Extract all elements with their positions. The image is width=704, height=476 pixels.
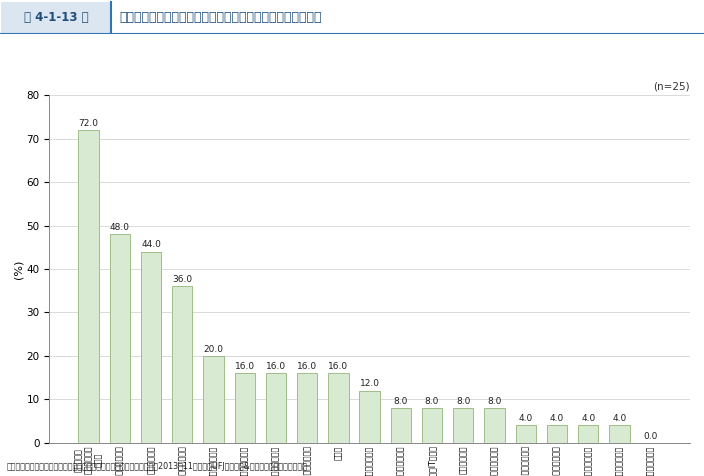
Text: 4.0: 4.0: [550, 414, 564, 423]
Text: 36.0: 36.0: [172, 275, 192, 284]
Bar: [266, 373, 286, 443]
Text: 8.0: 8.0: [456, 397, 470, 406]
Text: 12.0: 12.0: [360, 379, 379, 388]
Bar: [547, 426, 567, 443]
Bar: [141, 251, 161, 443]
FancyBboxPatch shape: [1, 2, 111, 32]
Bar: [328, 373, 348, 443]
Text: 8.0: 8.0: [394, 397, 408, 406]
Text: 72.0: 72.0: [79, 119, 99, 128]
Bar: [484, 408, 505, 443]
Bar: [578, 426, 598, 443]
Bar: [172, 286, 192, 443]
Bar: [453, 408, 473, 443]
Text: 実際に隣接都道府県と連携したことのある分野（複数回答）: 実際に隣接都道府県と連携したことのある分野（複数回答）: [120, 10, 322, 24]
Text: 4.0: 4.0: [612, 414, 627, 423]
Bar: [297, 373, 318, 443]
Text: 48.0: 48.0: [110, 223, 130, 232]
Text: 16.0: 16.0: [328, 362, 348, 371]
Text: 4.0: 4.0: [581, 414, 596, 423]
Bar: [515, 426, 536, 443]
Text: 16.0: 16.0: [297, 362, 318, 371]
Text: 44.0: 44.0: [141, 240, 161, 249]
Bar: [110, 234, 130, 443]
Bar: [360, 390, 379, 443]
Text: 8.0: 8.0: [487, 397, 502, 406]
Bar: [203, 356, 224, 443]
Text: 20.0: 20.0: [203, 345, 223, 354]
Text: (n=25): (n=25): [653, 82, 690, 92]
Bar: [78, 130, 99, 443]
Bar: [422, 408, 442, 443]
Bar: [234, 373, 255, 443]
Text: 16.0: 16.0: [266, 362, 286, 371]
Y-axis label: (%): (%): [13, 259, 24, 278]
Text: 資料：中小企業庁委託「自治体の中小企業支援の実態に関する調査」（2013年11月、三菱UFJリサーチ&コンサルティング（株））: 資料：中小企業庁委託「自治体の中小企業支援の実態に関する調査」（2013年11月…: [7, 462, 308, 471]
Bar: [609, 426, 629, 443]
Text: 第 4-1-13 図: 第 4-1-13 図: [24, 10, 88, 24]
Text: 8.0: 8.0: [425, 397, 439, 406]
Text: 16.0: 16.0: [234, 362, 255, 371]
Text: 0.0: 0.0: [643, 432, 658, 440]
Text: 4.0: 4.0: [519, 414, 533, 423]
Bar: [391, 408, 411, 443]
